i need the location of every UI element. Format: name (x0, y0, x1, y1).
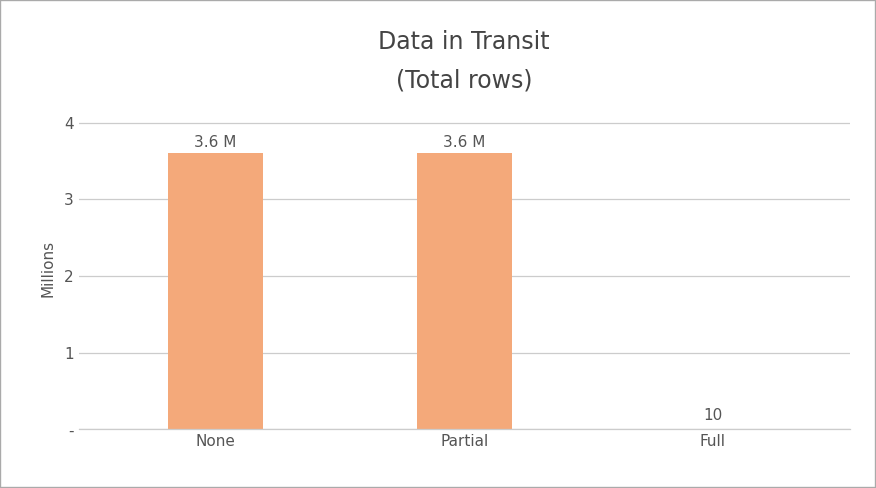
Bar (168, 153, 263, 429)
Text: 3.6 M: 3.6 M (194, 135, 237, 149)
Title: Data in Transit
(Total rows): Data in Transit (Total rows) (378, 30, 550, 93)
Text: 3.6 M: 3.6 M (443, 135, 485, 149)
Bar (417, 153, 512, 429)
Text: 10: 10 (703, 408, 723, 423)
Y-axis label: Millions: Millions (41, 240, 56, 297)
